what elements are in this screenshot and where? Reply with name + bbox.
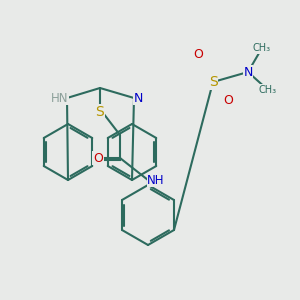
Text: NH: NH — [147, 173, 165, 187]
Text: O: O — [223, 94, 233, 106]
Text: CH₃: CH₃ — [259, 85, 277, 95]
Text: O: O — [93, 152, 103, 164]
Text: O: O — [193, 49, 203, 62]
Text: CH₃: CH₃ — [253, 43, 271, 53]
Text: HN: HN — [51, 92, 69, 104]
Text: S: S — [208, 75, 217, 89]
Text: N: N — [243, 65, 253, 79]
Text: N: N — [133, 92, 143, 104]
Text: S: S — [96, 105, 104, 119]
